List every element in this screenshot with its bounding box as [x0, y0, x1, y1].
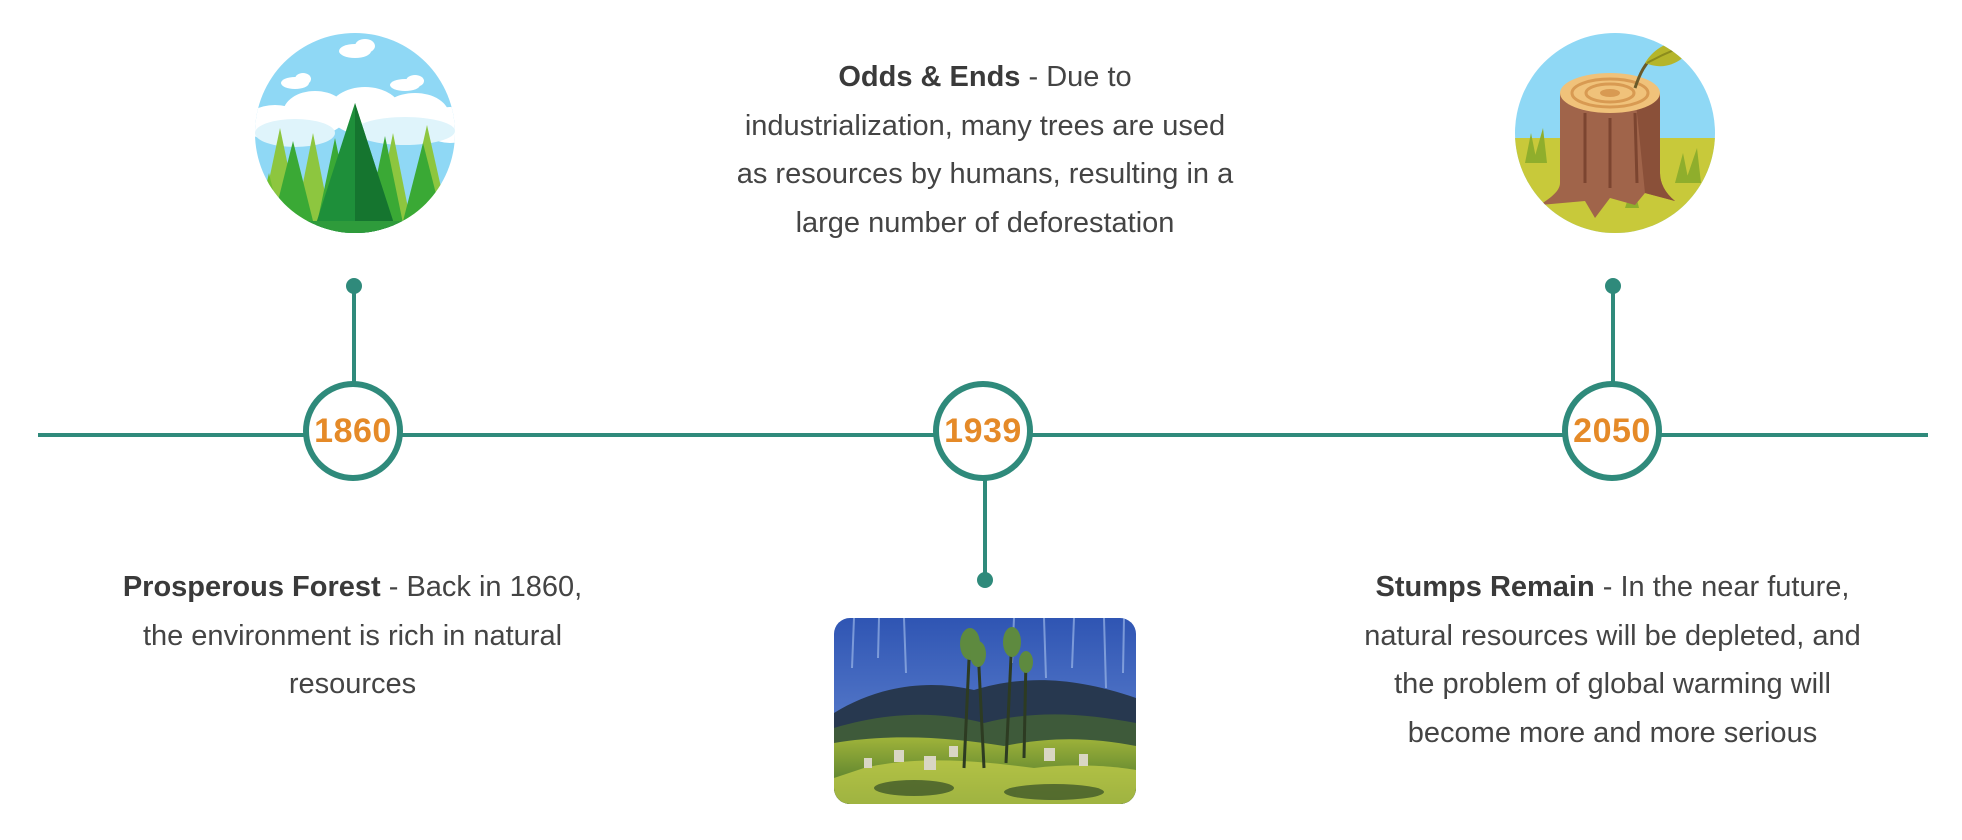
event-2050-stem	[1611, 286, 1615, 386]
event-1860-description: Prosperous Forest - Back in 1860, the en…	[100, 563, 605, 709]
event-1939-description: Odds & Ends - Due to industrialization, …	[735, 53, 1235, 247]
event-1939-stem	[983, 480, 987, 580]
event-1860-text: Back in 1860, the environment is rich in…	[142, 571, 583, 700]
event-1860-year: 1860	[314, 411, 392, 450]
event-2050-description: Stumps Remain - In the near future, natu…	[1360, 563, 1865, 757]
event-1939-dot	[977, 572, 993, 588]
event-1939-title: Odds & Ends	[838, 61, 1021, 93]
event-2050-title: Stumps Remain	[1375, 571, 1595, 603]
event-2050-separator: -	[1594, 571, 1621, 603]
event-1939-separator: -	[1020, 61, 1047, 93]
event-2050-year: 2050	[1573, 411, 1651, 450]
event-1860-separator: -	[380, 571, 407, 603]
pine-forest-icon	[255, 33, 455, 233]
event-1939-node: 1939	[933, 381, 1033, 481]
event-1939-text: Due to industrialization, many trees are…	[736, 61, 1234, 239]
tree-stump-icon	[1515, 33, 1715, 233]
event-2050-node: 2050	[1562, 381, 1662, 481]
event-1860-stem	[352, 286, 356, 386]
event-1939-year: 1939	[944, 411, 1022, 450]
event-2050-text: In the near future, natural resources wi…	[1364, 571, 1861, 749]
forest-painting-image	[834, 618, 1136, 804]
event-1860-title: Prosperous Forest	[122, 571, 381, 603]
event-1860-node: 1860	[303, 381, 403, 481]
